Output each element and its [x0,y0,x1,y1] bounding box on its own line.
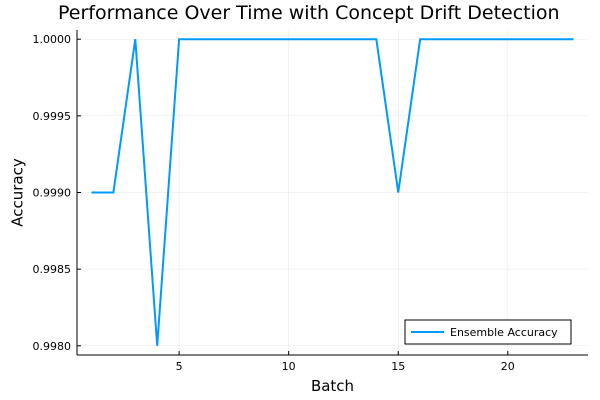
ticks: 5 10 15 20 0.9980 0.9985 0.9990 0.9995 1.0000 [33,33,515,373]
x-tick-label: 5 [176,360,183,373]
legend: Ensemble Accuracy [404,319,572,345]
y-axis-title: Accuracy [8,158,26,227]
y-tick-label: 1.0000 [33,33,72,46]
y-tick-label: 0.9985 [33,263,72,276]
legend-label: Ensemble Accuracy [450,326,558,339]
x-tick-label: 15 [391,360,405,373]
x-axis-title: Batch [311,377,354,395]
chart-title: Performance Over Time with Concept Drift… [58,2,560,24]
series [91,38,574,346]
y-tick-label: 0.9980 [33,340,72,353]
y-tick-label: 0.9990 [33,187,72,200]
x-tick-label: 10 [282,360,296,373]
x-tick-label: 20 [501,360,515,373]
series-line [91,38,574,346]
y-tick-label: 0.9995 [33,110,72,123]
